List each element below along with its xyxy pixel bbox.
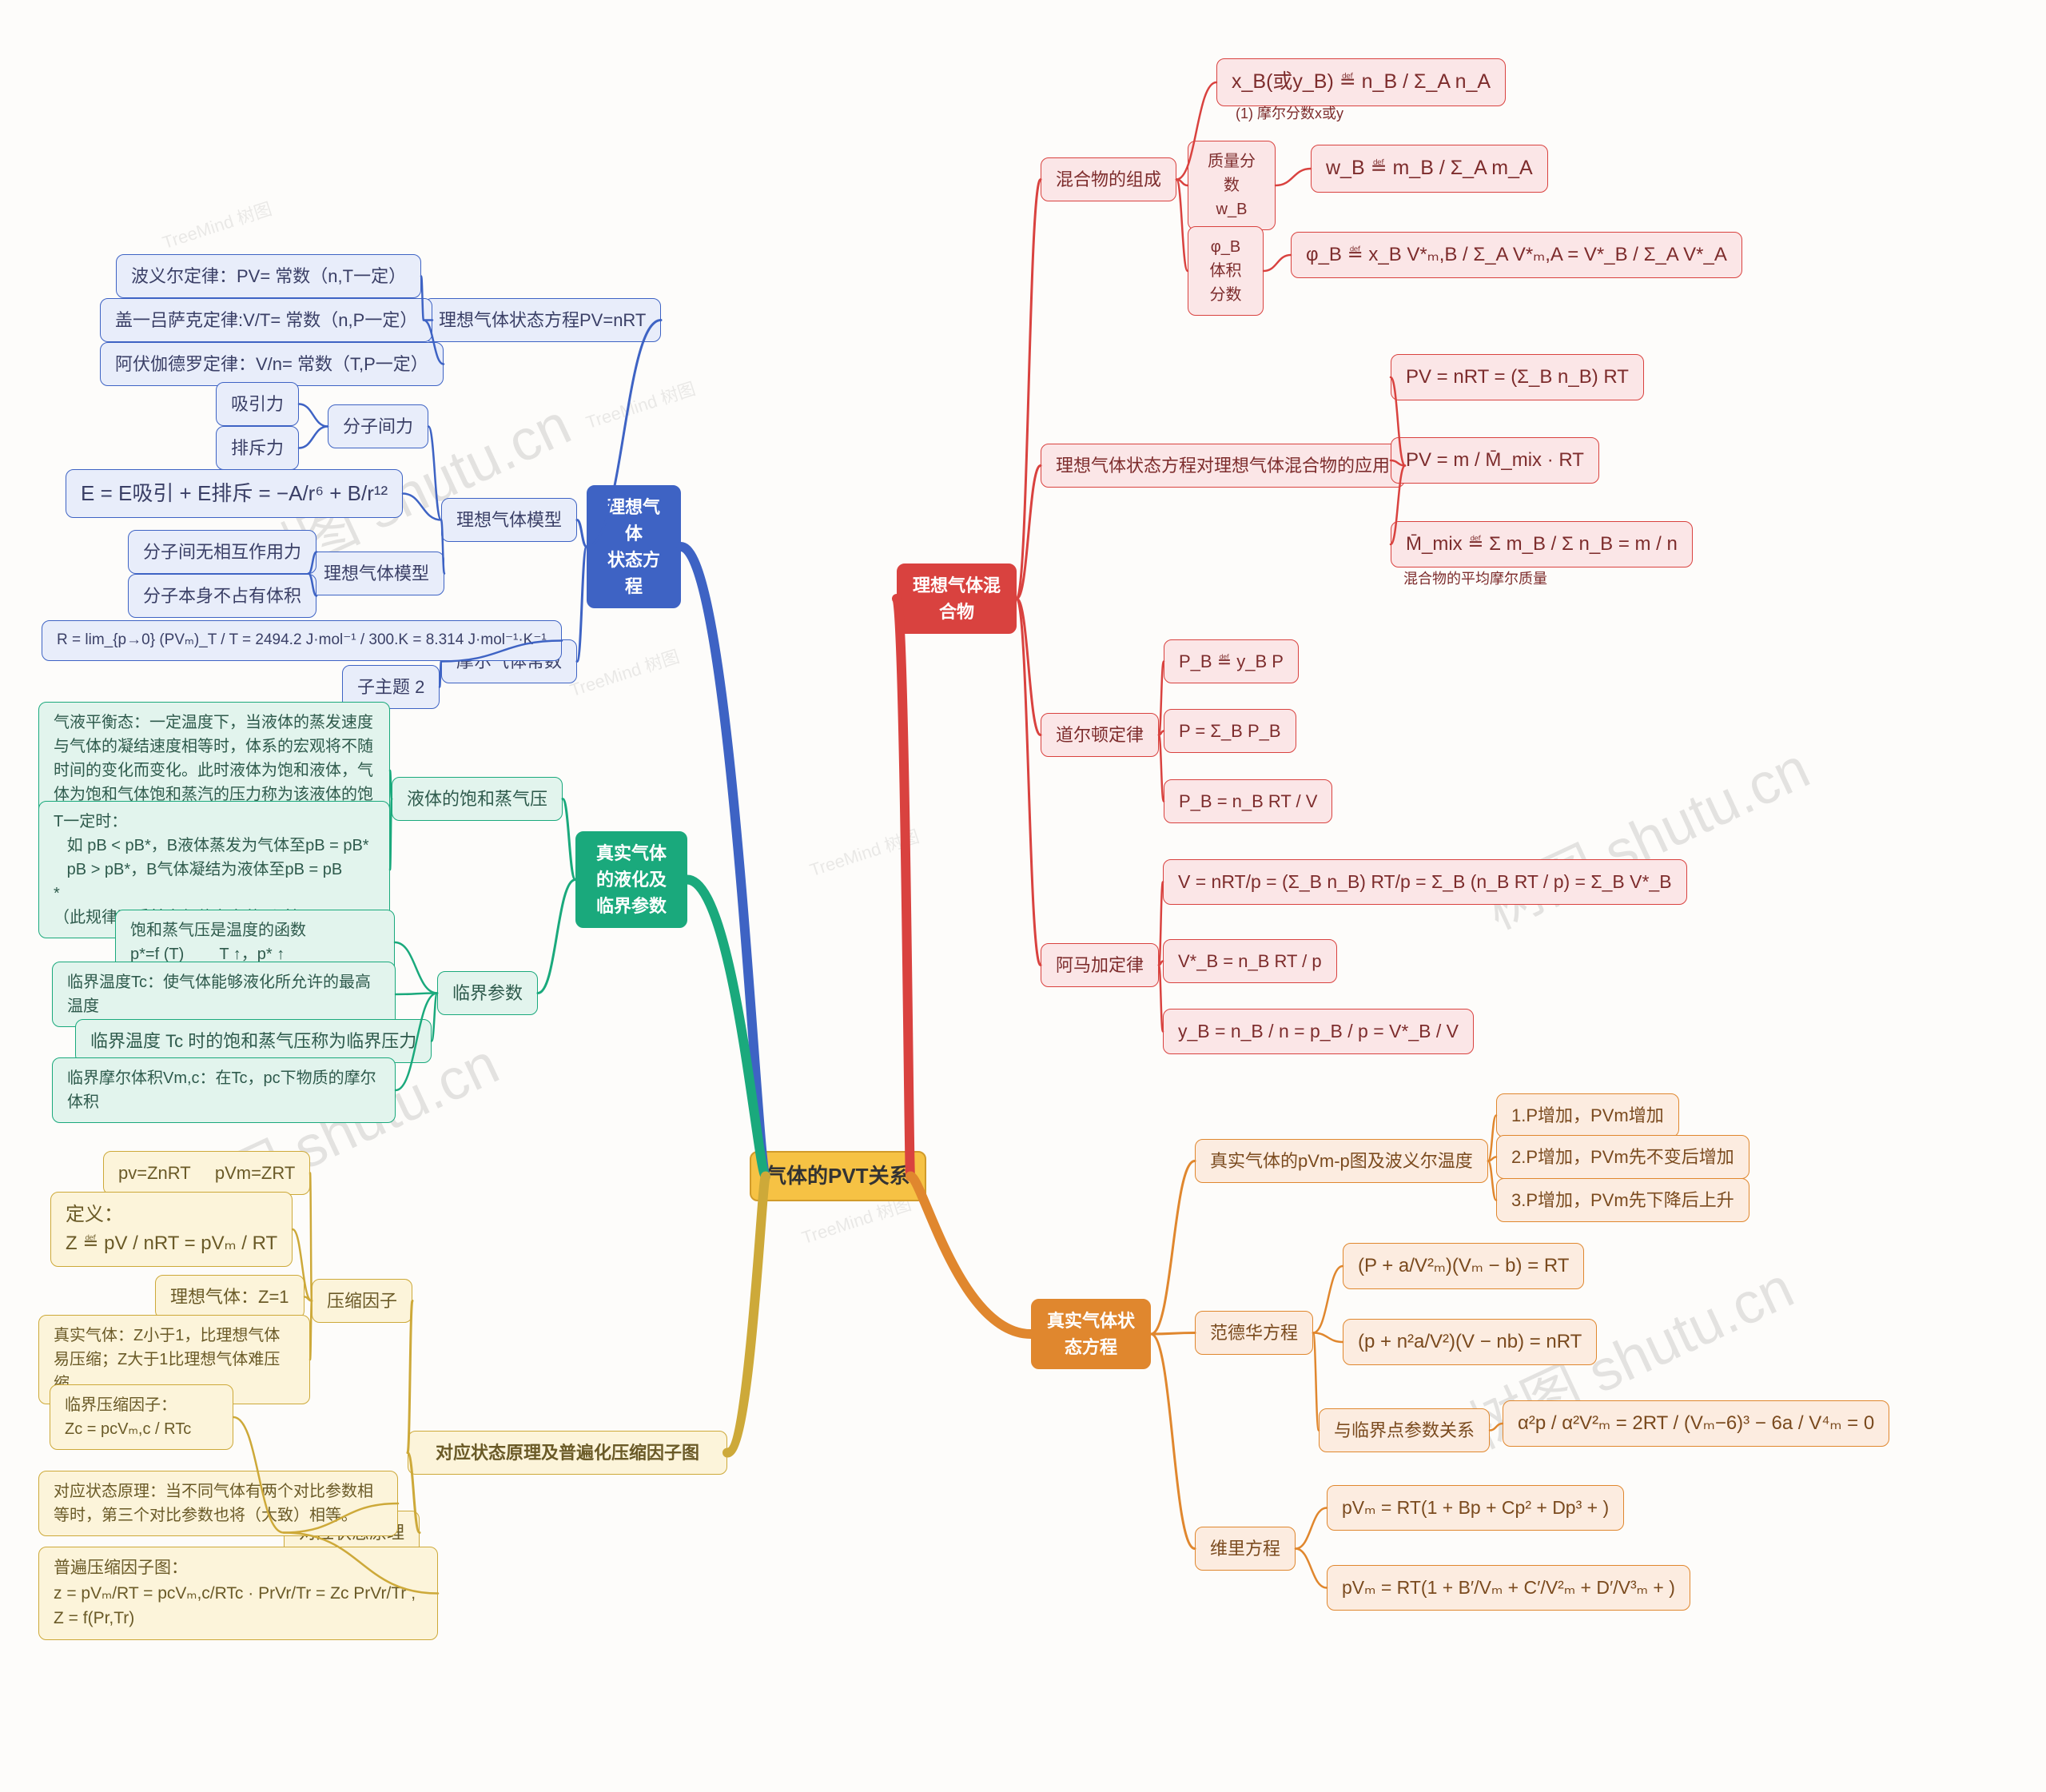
r1a: x_B(或y_B) ≝ n_B / Σ_A n_A [1216,58,1506,106]
o1c: 3.P增加，PVm先下降后上升 [1496,1178,1749,1222]
blue-n2a1: 吸引力 [216,382,299,426]
r1bv: w_B ≝ m_B / Σ_A m_A [1311,145,1548,193]
blue-n1: 理想气体状态方程PV=nRT [424,298,661,342]
r1cv: φ_B ≝ x_B V*ₘ,B / Σ_A V*ₘ,A = V*_B / Σ_A… [1291,232,1742,278]
blue-n2c1: 分子间无相互作用力 [128,530,316,574]
root-node: 气体的PVT关系 [750,1151,926,1201]
r4: 阿马加定律 [1041,943,1159,987]
blue-n2: 理想气体模型 [441,498,577,542]
blue-hub: 理想气体 状态方程 [587,485,681,608]
y1b: 定义： Z ≝ pV / nRT = pVₘ / RT [50,1192,293,1267]
y1c: 理想气体：Z=1 [155,1275,305,1319]
o2: 范德华方程 [1195,1311,1313,1355]
green-g1: 液体的饱和蒸气压 [392,777,563,821]
y1a: pv=ZnRT pVm=ZRT [103,1151,310,1195]
r2a: PV = nRT = (Σ_B n_B) RT [1391,354,1644,400]
blue-n2a: 分子间力 [328,404,428,448]
o3b: pVₘ = RT(1 + B′/Vₘ + C′/V²ₘ + D′/V³ₘ + ) [1327,1565,1690,1611]
orange-hub: 真实气体状 态方程 [1031,1299,1151,1369]
r4c: y_B = n_B / n = p_B / p = V*_B / V [1163,1009,1474,1054]
yellow-hub: 对应状态原理及普遍化压缩因子图 [408,1431,727,1475]
red-hub: 理想气体混 合物 [897,563,1017,634]
blue-n1c: 阿伏伽德罗定律：V/n= 常数（T,P一定） [100,342,444,386]
watermark-small: TreeMind 树图 [806,822,922,882]
o1b: 2.P增加，PVm先不变后增加 [1496,1135,1749,1179]
watermark-small: TreeMind 树图 [583,375,699,434]
r4b: V*_B = n_B RT / p [1163,939,1337,983]
o1: 真实气体的pVm-p图及波义尔温度 [1195,1139,1488,1183]
r4a: V = nRT/p = (Σ_B n_B) RT/p = Σ_B (n_B RT… [1163,859,1687,905]
r1c: φ_B 体积分数 [1188,226,1264,316]
y2a: 临界压缩因子： Zc = pcVₘ,c / RTc [50,1384,233,1450]
y2c: 普遍压缩因子图： z = pVₘ/RT = pcVₘ,c/RTc · PrVr/… [38,1547,438,1640]
o1a: 1.P增加，PVm增加 [1496,1093,1679,1137]
o3: 维里方程 [1195,1527,1296,1571]
r2c: M̄_mix ≝ Σ m_B / Σ n_B = m / n [1391,521,1693,567]
watermark-small: TreeMind 树图 [159,195,275,254]
r2b: PV = m / M̄_mix · RT [1391,437,1599,484]
r3a: P_B ≝ y_B P [1164,639,1299,683]
blue-n2a2: 排斥力 [216,426,299,470]
r2: 理想气体状态方程对理想气体混合物的应用 [1041,444,1405,488]
r3: 道尔顿定律 [1041,713,1159,757]
blue-n2b: E = E吸引 + E排斥 = −A/r⁶ + B/r¹² [66,469,403,518]
blue-n1b: 盖一吕萨克定律:V/T= 常数（n,P一定） [100,298,432,342]
watermark-small: TreeMind 树图 [567,643,683,702]
green-g2c: 临界温度 Tc 时的饱和蒸气压称为临界压力 [75,1019,432,1063]
green-g2b: 临界温度Tc：使气体能够液化所允许的最高温度 [52,962,396,1027]
r3b: P = Σ_B P_B [1164,709,1296,753]
r3c: P_B = n_B RT / V [1164,779,1332,823]
y1: 压缩因子 [312,1279,412,1323]
blue-n2c: 理想气体模型 [308,552,444,595]
r2c-note: 混合物的平均摩尔质量 [1403,567,1547,588]
o3a: pVₘ = RT(1 + Bp + Cp² + Dp³ + ) [1327,1485,1624,1531]
o2c-label: 与临界点参数关系 [1319,1408,1490,1452]
green-g2d: 临界摩尔体积Vm,c：在Tc，pc下物质的摩尔体积 [52,1057,396,1123]
r1a-note: (1) 摩尔分数x或y [1236,102,1343,123]
green-hub: 真实气体 的液化及 临界参数 [575,831,687,928]
blue-n3a: R = lim_{p→0} (PVₘ)_T / T = 2494.2 J·mol… [42,620,562,661]
watermark-text: 树图 shutu.cn [1469,722,1821,946]
blue-n2c2: 分子本身不占有体积 [128,574,316,618]
o2c: α²p / α²V²ₘ = 2RT / (Vₘ−6)³ − 6a / V⁴ₘ =… [1503,1400,1889,1447]
r1: 混合物的组成 [1041,157,1176,201]
green-g2: 临界参数 [437,971,538,1015]
r1b: 质量分数 w_B [1188,141,1276,230]
y2b: 对应状态原理：当不同气体有两个对比参数相等时，第三个对比参数也将（大致）相等。 [38,1471,398,1536]
blue-n1a: 波义尔定律：PV= 常数（n,T一定） [116,254,421,298]
o2a: (P + a/V²ₘ)(Vₘ − b) = RT [1343,1243,1584,1289]
o2b: (p + n²a/V²)(V − nb) = nRT [1343,1319,1597,1365]
